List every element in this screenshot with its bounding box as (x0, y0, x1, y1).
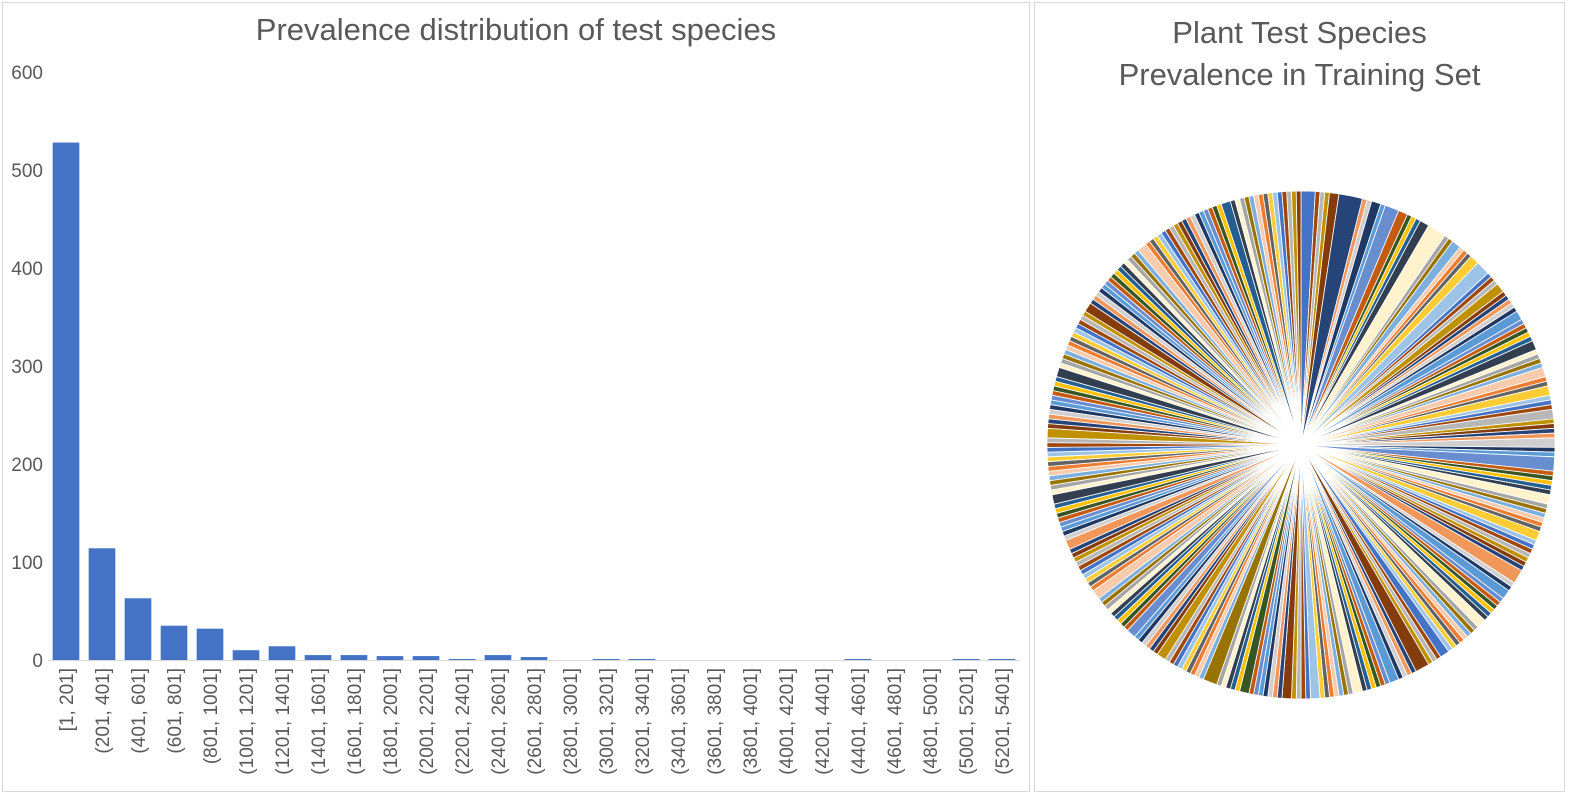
bar-chart-title: Prevalence distribution of test species (255, 12, 777, 47)
x-tick-label: (3201, 3401] (633, 668, 654, 775)
y-tick-label: 600 (11, 63, 43, 84)
bar (268, 646, 296, 660)
x-tick-label: (4401, 4601] (849, 668, 870, 775)
x-tick-label: (1801, 2001] (381, 668, 402, 775)
bar (124, 598, 152, 660)
x-tick-label: (801, 1001] (201, 668, 222, 764)
bar (376, 656, 404, 660)
y-tick-label: 500 (11, 161, 43, 182)
bar (412, 656, 440, 660)
x-tick-label: [1, 201] (57, 668, 78, 731)
bar (592, 659, 620, 660)
x-tick-label: (1401, 1601] (309, 668, 330, 775)
bar (952, 659, 980, 660)
bar (304, 655, 332, 660)
x-tick-label: (2801, 3001] (561, 668, 582, 775)
bar (988, 659, 1016, 660)
x-tick-label: (1601, 1801] (345, 668, 366, 775)
x-tick-label: (4201, 4401] (813, 668, 834, 775)
y-tick-label: 300 (11, 357, 43, 378)
x-tick-label: (2201, 2401] (453, 668, 474, 775)
pie-chart-panel: Plant Test Species Prevalence in Trainin… (1034, 2, 1565, 792)
x-tick-label: (601, 801] (165, 668, 186, 754)
bar (52, 142, 80, 660)
x-tick-label: (4801, 5001] (921, 668, 942, 775)
y-tick-label: 0 (32, 651, 43, 672)
x-tick-label: (201, 401] (93, 668, 114, 754)
x-tick-label: (5001, 5201] (957, 668, 978, 775)
x-tick-label: (5201, 5401] (993, 668, 1014, 775)
y-tick-label: 100 (11, 553, 43, 574)
bar (448, 659, 476, 660)
bar (196, 628, 224, 660)
pie-chart (1046, 190, 1556, 700)
x-tick-label: (3001, 3201] (597, 668, 618, 775)
x-tick-label: (3601, 3801] (705, 668, 726, 775)
pie-chart-title: Plant Test Species (1172, 15, 1427, 50)
bar (484, 655, 512, 660)
y-tick-label: 400 (11, 259, 43, 280)
x-tick-label: (2001, 2201] (417, 668, 438, 775)
bar (628, 659, 656, 660)
bar (520, 657, 548, 660)
x-tick-label: (3401, 3601] (669, 668, 690, 775)
x-tick-label: (1201, 1401] (273, 668, 294, 775)
x-tick-label: (4601, 4801] (885, 668, 906, 775)
bar (844, 659, 872, 660)
x-tick-label: (4001, 4201] (777, 668, 798, 775)
pie-chart-subtitle: Prevalence in Training Set (1118, 57, 1481, 92)
x-tick-label: (401, 601] (129, 668, 150, 754)
bar (340, 655, 368, 660)
bar-chart: 0 100 200 300 400 500 600 [1, 201] (201, 401] (40… (11, 63, 1020, 775)
pie-slice (1295, 190, 1302, 446)
x-tick-label: (2601, 2801] (525, 668, 546, 775)
x-tick-label: (1001, 1201] (237, 668, 258, 775)
bar (88, 548, 116, 660)
x-tick-label: (2401, 2601] (489, 668, 510, 775)
bar (160, 625, 188, 660)
x-tick-label: (3801, 4001] (741, 668, 762, 775)
y-tick-label: 200 (11, 455, 43, 476)
bar (232, 650, 260, 660)
bar-chart-panel: Prevalence distribution of test species … (2, 2, 1030, 792)
